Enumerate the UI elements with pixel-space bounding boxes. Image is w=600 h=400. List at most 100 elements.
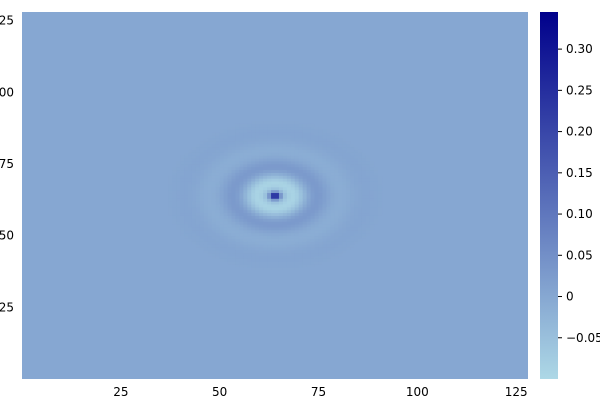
heatmap-cell	[330, 206, 335, 211]
heatmap-cell	[306, 141, 311, 145]
heatmap-cell	[199, 247, 205, 251]
heatmap-cell	[231, 204, 236, 208]
heatmap-cell	[267, 158, 272, 162]
heatmap-cell	[239, 181, 244, 185]
heatmap-cell	[255, 163, 260, 168]
heatmap-cell	[334, 221, 339, 225]
heatmap-cell	[354, 229, 359, 234]
heatmap-cell	[338, 238, 343, 242]
heatmap-cell	[322, 247, 327, 251]
heatmap-cell	[195, 238, 201, 242]
heatmap-cell	[286, 178, 292, 182]
heatmap-cell	[330, 163, 335, 168]
heatmap-cell	[267, 195, 272, 199]
heatmap-cell	[191, 235, 197, 239]
heatmap-cell	[271, 166, 276, 171]
heatmap-cell	[211, 224, 217, 228]
heatmap-cell	[251, 244, 256, 248]
heatmap-cell	[326, 143, 331, 148]
heatmap-cell	[290, 227, 296, 231]
heatmap-cell	[259, 163, 264, 168]
heatmap-cell	[326, 135, 331, 139]
heatmap-cell	[346, 155, 351, 159]
heatmap-cell	[302, 175, 308, 179]
heatmap-cell	[306, 238, 311, 242]
heatmap-cell	[207, 209, 213, 214]
heatmap-cell	[314, 161, 319, 165]
heatmap-cell	[354, 224, 359, 228]
heatmap-cell	[271, 169, 276, 173]
heatmap-cell	[267, 235, 272, 239]
heatmap-cell	[275, 178, 280, 182]
heatmap-cell	[227, 192, 232, 196]
heatmap-cell	[263, 261, 268, 265]
x-tick-label: 75	[311, 385, 326, 399]
heatmap-cell	[267, 212, 272, 216]
heatmap-cell	[346, 224, 351, 228]
heatmap-cell	[215, 201, 221, 205]
heatmap-cell	[267, 120, 272, 125]
heatmap-cell	[322, 249, 327, 254]
heatmap-cell	[227, 212, 232, 216]
heatmap-cell	[290, 123, 296, 128]
heatmap-cell	[211, 235, 217, 239]
heatmap-cell	[231, 135, 236, 139]
heatmap-cell	[298, 189, 304, 194]
heatmap-cell	[168, 206, 173, 211]
heatmap-cell	[203, 184, 209, 188]
heatmap-cell	[267, 218, 272, 222]
heatmap-cell	[302, 123, 308, 128]
heatmap-cell	[207, 184, 213, 188]
heatmap-cell	[361, 178, 367, 182]
heatmap-cell	[306, 135, 311, 139]
heatmap-cell	[259, 241, 264, 245]
heatmap-cell	[294, 132, 300, 136]
heatmap-cell	[199, 204, 205, 208]
heatmap-cell	[326, 189, 331, 194]
heatmap-cell	[290, 135, 296, 139]
heatmap-cell	[267, 215, 272, 219]
heatmap-cell	[195, 163, 201, 168]
heatmap-cell	[290, 198, 296, 202]
heatmap-cell	[354, 178, 359, 182]
heatmap-cell	[203, 186, 209, 191]
heatmap-cell	[373, 175, 379, 179]
heatmap-cell	[211, 138, 217, 142]
heatmap-cell	[255, 235, 260, 239]
heatmap-cell	[231, 166, 236, 171]
heatmap-cell	[338, 241, 343, 245]
heatmap-cell	[298, 244, 304, 248]
heatmap-cell	[243, 149, 248, 153]
heatmap-cell	[180, 192, 185, 196]
heatmap-cell	[294, 215, 300, 219]
heatmap-cell	[263, 232, 268, 237]
heatmap-cell	[346, 241, 351, 245]
heatmap-cell	[369, 215, 375, 219]
heatmap-cell	[243, 201, 248, 205]
heatmap-cell	[302, 244, 308, 248]
heatmap-cell	[271, 206, 276, 211]
heatmap-cell	[271, 172, 276, 176]
heatmap-cell	[231, 184, 236, 188]
heatmap-cell	[235, 155, 240, 159]
heatmap-cell	[231, 195, 236, 199]
heatmap-cell	[223, 143, 228, 148]
heatmap-cell	[176, 184, 181, 188]
heatmap-cell	[219, 206, 225, 211]
heatmap-cell	[350, 215, 355, 219]
heatmap-cell	[247, 227, 252, 231]
heatmap-cell	[267, 209, 272, 214]
heatmap-cell	[298, 201, 304, 205]
heatmap-cell	[346, 184, 351, 188]
heatmap-cell	[346, 206, 351, 211]
heatmap-cell	[282, 161, 288, 165]
heatmap-cell	[294, 138, 300, 142]
heatmap-cell	[188, 204, 193, 208]
heatmap-cell	[334, 166, 339, 171]
heatmap-cell	[294, 172, 300, 176]
heatmap-cell	[282, 201, 288, 205]
heatmap-cell	[180, 161, 185, 165]
heatmap-cell	[282, 158, 288, 162]
heatmap-cell	[275, 241, 280, 245]
